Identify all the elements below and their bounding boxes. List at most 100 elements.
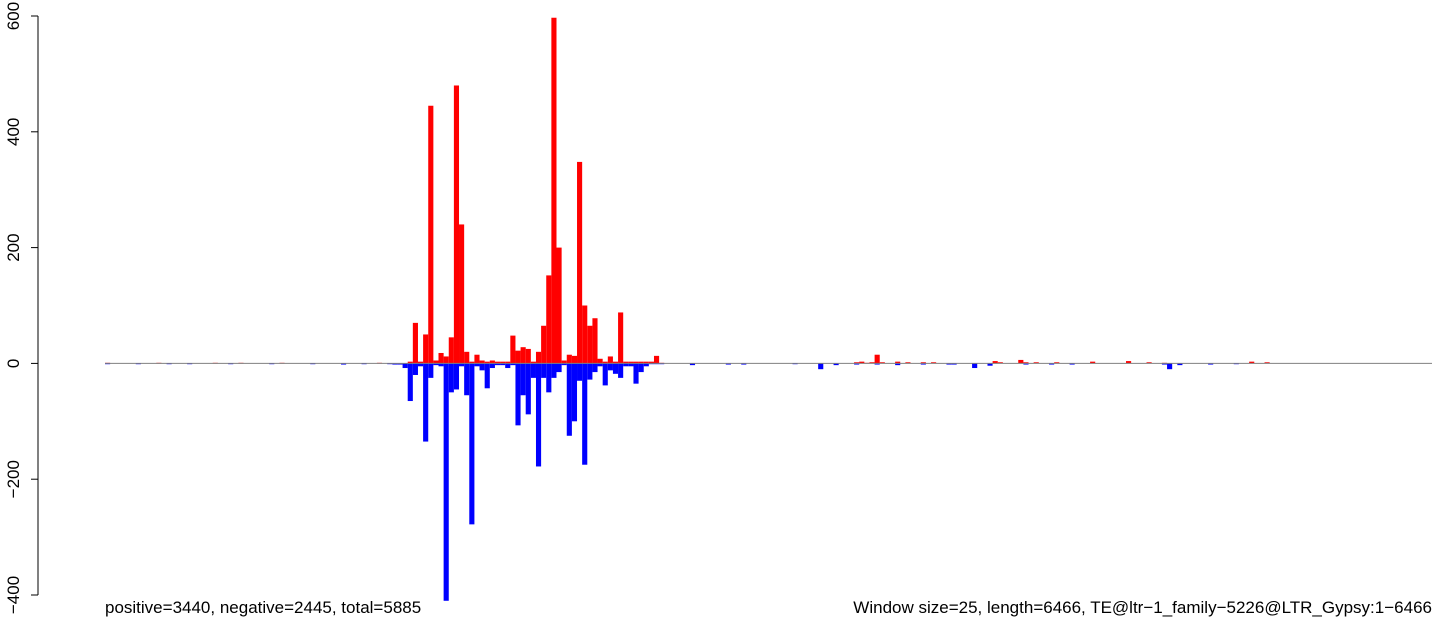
negative-bar xyxy=(402,363,408,369)
positive-bar xyxy=(607,356,613,364)
y-tick-label: 400 xyxy=(4,118,23,146)
positive-bar xyxy=(638,361,644,364)
negative-bar xyxy=(489,363,495,369)
positive-bar xyxy=(618,312,624,364)
positive-bar xyxy=(577,161,583,364)
negative-bar xyxy=(392,363,398,365)
negative-bar xyxy=(438,363,444,367)
negative-bar xyxy=(535,363,542,467)
negative-bar xyxy=(1023,363,1029,365)
positive-bar xyxy=(428,105,434,364)
negative-bar xyxy=(587,363,593,380)
positive-bar xyxy=(879,362,885,364)
negative-bar xyxy=(1069,363,1075,365)
positive-bar xyxy=(1018,359,1024,364)
positive-bar xyxy=(494,361,501,364)
negative-bar xyxy=(1161,363,1168,365)
negative-bar xyxy=(623,363,629,367)
positive-bar xyxy=(931,362,937,364)
negative-bar xyxy=(417,363,424,367)
negative-bar xyxy=(453,363,460,390)
positive-bar xyxy=(546,275,552,364)
negative-bar xyxy=(423,363,429,442)
positive-bar xyxy=(874,354,880,364)
positive-bar xyxy=(869,362,875,364)
negative-bar xyxy=(818,363,824,370)
negative-bar xyxy=(607,363,613,371)
positive-bar xyxy=(459,224,465,364)
positive-bar xyxy=(571,355,578,364)
negative-bar xyxy=(500,363,506,366)
positive-bar xyxy=(510,335,516,364)
negative-bar xyxy=(597,363,603,367)
positive-bar xyxy=(997,362,1003,364)
negative-bar xyxy=(341,363,347,365)
negative-bar xyxy=(725,363,731,365)
positive-bar xyxy=(453,85,460,364)
negative-bar xyxy=(561,363,567,366)
negative-bar xyxy=(479,363,485,371)
negative-bar xyxy=(541,363,547,378)
positive-bar xyxy=(602,361,608,364)
positive-bar xyxy=(464,351,470,364)
positive-bar xyxy=(612,361,619,364)
y-tick-label: 0 xyxy=(4,359,23,368)
summary-annotation: positive=3440, negative=2445, total=5885 xyxy=(105,598,421,617)
negative-bar xyxy=(433,363,439,366)
positive-bar xyxy=(551,17,557,364)
positive-bar xyxy=(407,361,413,364)
negative-bar xyxy=(1177,363,1183,366)
positive-bar xyxy=(561,360,567,364)
positive-bar xyxy=(505,361,511,364)
y-tick-label: 600 xyxy=(4,2,23,30)
positive-bar xyxy=(433,360,439,364)
negative-bar xyxy=(459,363,465,367)
negative-bar xyxy=(854,363,860,365)
negative-bar xyxy=(397,363,403,365)
positive-bar xyxy=(597,358,603,364)
positive-bar xyxy=(592,318,598,364)
positive-bar xyxy=(587,325,593,364)
positive-bar xyxy=(854,362,860,364)
positive-bar xyxy=(489,360,495,364)
y-tick-label: 200 xyxy=(4,233,23,261)
positive-bar xyxy=(1054,362,1060,364)
positive-bar xyxy=(535,351,542,364)
negative-bar xyxy=(428,363,434,378)
negative-bar xyxy=(643,363,649,367)
positive-bar xyxy=(1090,361,1096,364)
positive-bar xyxy=(423,334,429,364)
negative-bar xyxy=(638,363,644,373)
negative-bar xyxy=(546,363,552,393)
positive-bar xyxy=(992,361,998,364)
positive-bar xyxy=(417,361,424,364)
negative-bar xyxy=(494,363,501,366)
positive-bar xyxy=(515,350,521,364)
negative-bar xyxy=(551,363,557,378)
negative-bar xyxy=(1167,363,1173,370)
positive-bar xyxy=(1146,362,1152,364)
positive-bar xyxy=(556,247,562,364)
positive-bar xyxy=(443,356,449,364)
positive-bar xyxy=(438,352,444,364)
y-tick-label: −200 xyxy=(4,460,23,498)
positive-bar xyxy=(1033,362,1039,364)
negative-bar xyxy=(484,363,490,389)
positive-bar xyxy=(448,337,454,364)
negative-bar xyxy=(1049,363,1055,365)
negative-bar xyxy=(556,363,562,373)
positive-bar xyxy=(500,361,506,364)
positive-bar xyxy=(541,325,547,364)
positive-bar xyxy=(520,347,526,364)
positive-bar xyxy=(479,360,485,364)
negative-bar xyxy=(407,363,413,402)
negative-bar xyxy=(577,363,583,381)
positive-bar xyxy=(1023,362,1029,364)
negative-bar xyxy=(412,363,418,375)
negative-bar xyxy=(592,363,598,373)
negative-bar xyxy=(833,363,839,366)
positive-bar xyxy=(628,361,634,364)
positive-bar xyxy=(920,362,926,364)
positive-bar xyxy=(1249,361,1255,364)
negative-bar xyxy=(571,363,578,422)
